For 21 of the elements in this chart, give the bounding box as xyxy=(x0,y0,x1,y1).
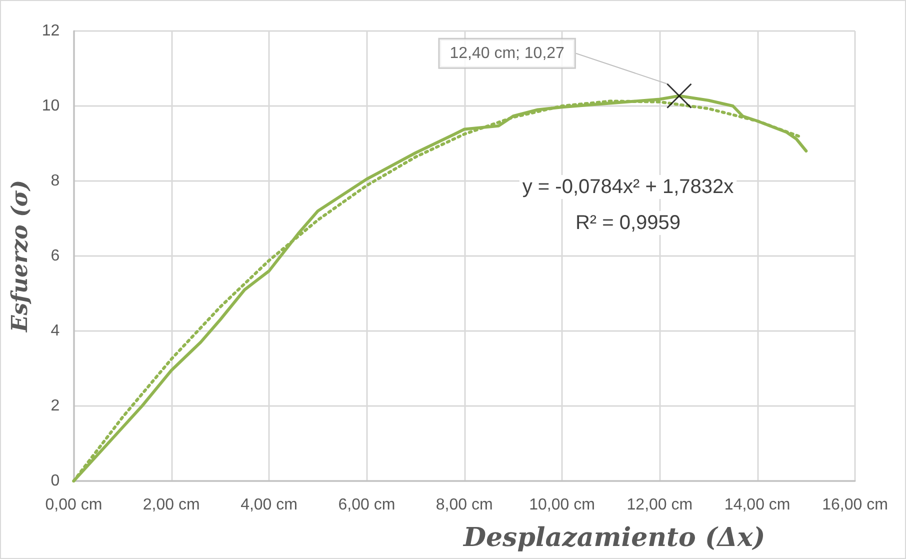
data-label: 12,40 cm; 10,27 xyxy=(450,44,565,62)
x-tick-label: 2,00 cm xyxy=(142,496,200,514)
y-tick-label: 4 xyxy=(50,322,60,340)
y-tick-label: 2 xyxy=(50,398,60,414)
y-tick-label: 8 xyxy=(50,172,60,190)
annotation: y = -0,0784x² + 1,7832x xyxy=(522,176,734,198)
y-axis-title: Esfuerzo (σ) xyxy=(7,180,33,334)
x-tick-label: 12,00 cm xyxy=(626,496,693,514)
y-tick-label: 0 xyxy=(50,472,60,490)
y-tick-label: 6 xyxy=(50,248,60,264)
x-tick-label: 8,00 cm xyxy=(436,496,493,514)
x-tick-label: 4,00 cm xyxy=(240,496,298,514)
x-tick-label: 10,00 cm xyxy=(529,496,595,514)
x-tick-label: 16,00 cm xyxy=(822,496,888,514)
x-tick-label: 6,00 cm xyxy=(338,496,396,514)
y-tick-label: 10 xyxy=(42,98,60,114)
x-axis-title: Desplazamiento (Δx) xyxy=(462,523,766,553)
annotation: R² = 0,9959 xyxy=(575,212,681,234)
x-tick-label: 0,00 cm xyxy=(45,496,102,514)
x-tick-label: 14,00 cm xyxy=(724,496,790,514)
y-tick-label: 12 xyxy=(42,22,60,40)
